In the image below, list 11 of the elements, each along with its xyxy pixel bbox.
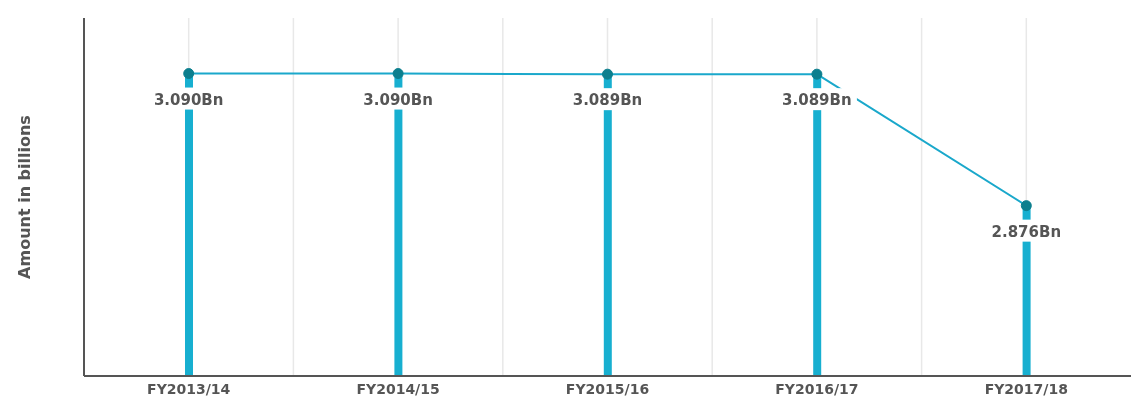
x-tick-label: FY2015/16 — [565, 380, 650, 397]
data-label: 3.089Bn — [782, 91, 852, 110]
data-label: 2.876Bn — [991, 222, 1062, 241]
data-label: 3.090Bn — [363, 90, 433, 109]
y-axis-title: Amount in billions — [14, 115, 34, 279]
data-label: 3.089Bn — [572, 91, 643, 110]
x-tick-label: FY2017/18 — [984, 380, 1068, 397]
data-label: 3.090Bn — [153, 90, 224, 109]
x-tick-label: FY2016/17 — [775, 380, 859, 397]
x-tick-label: FY2013/14 — [147, 380, 231, 397]
x-tick-label: FY2014/15 — [356, 380, 440, 397]
